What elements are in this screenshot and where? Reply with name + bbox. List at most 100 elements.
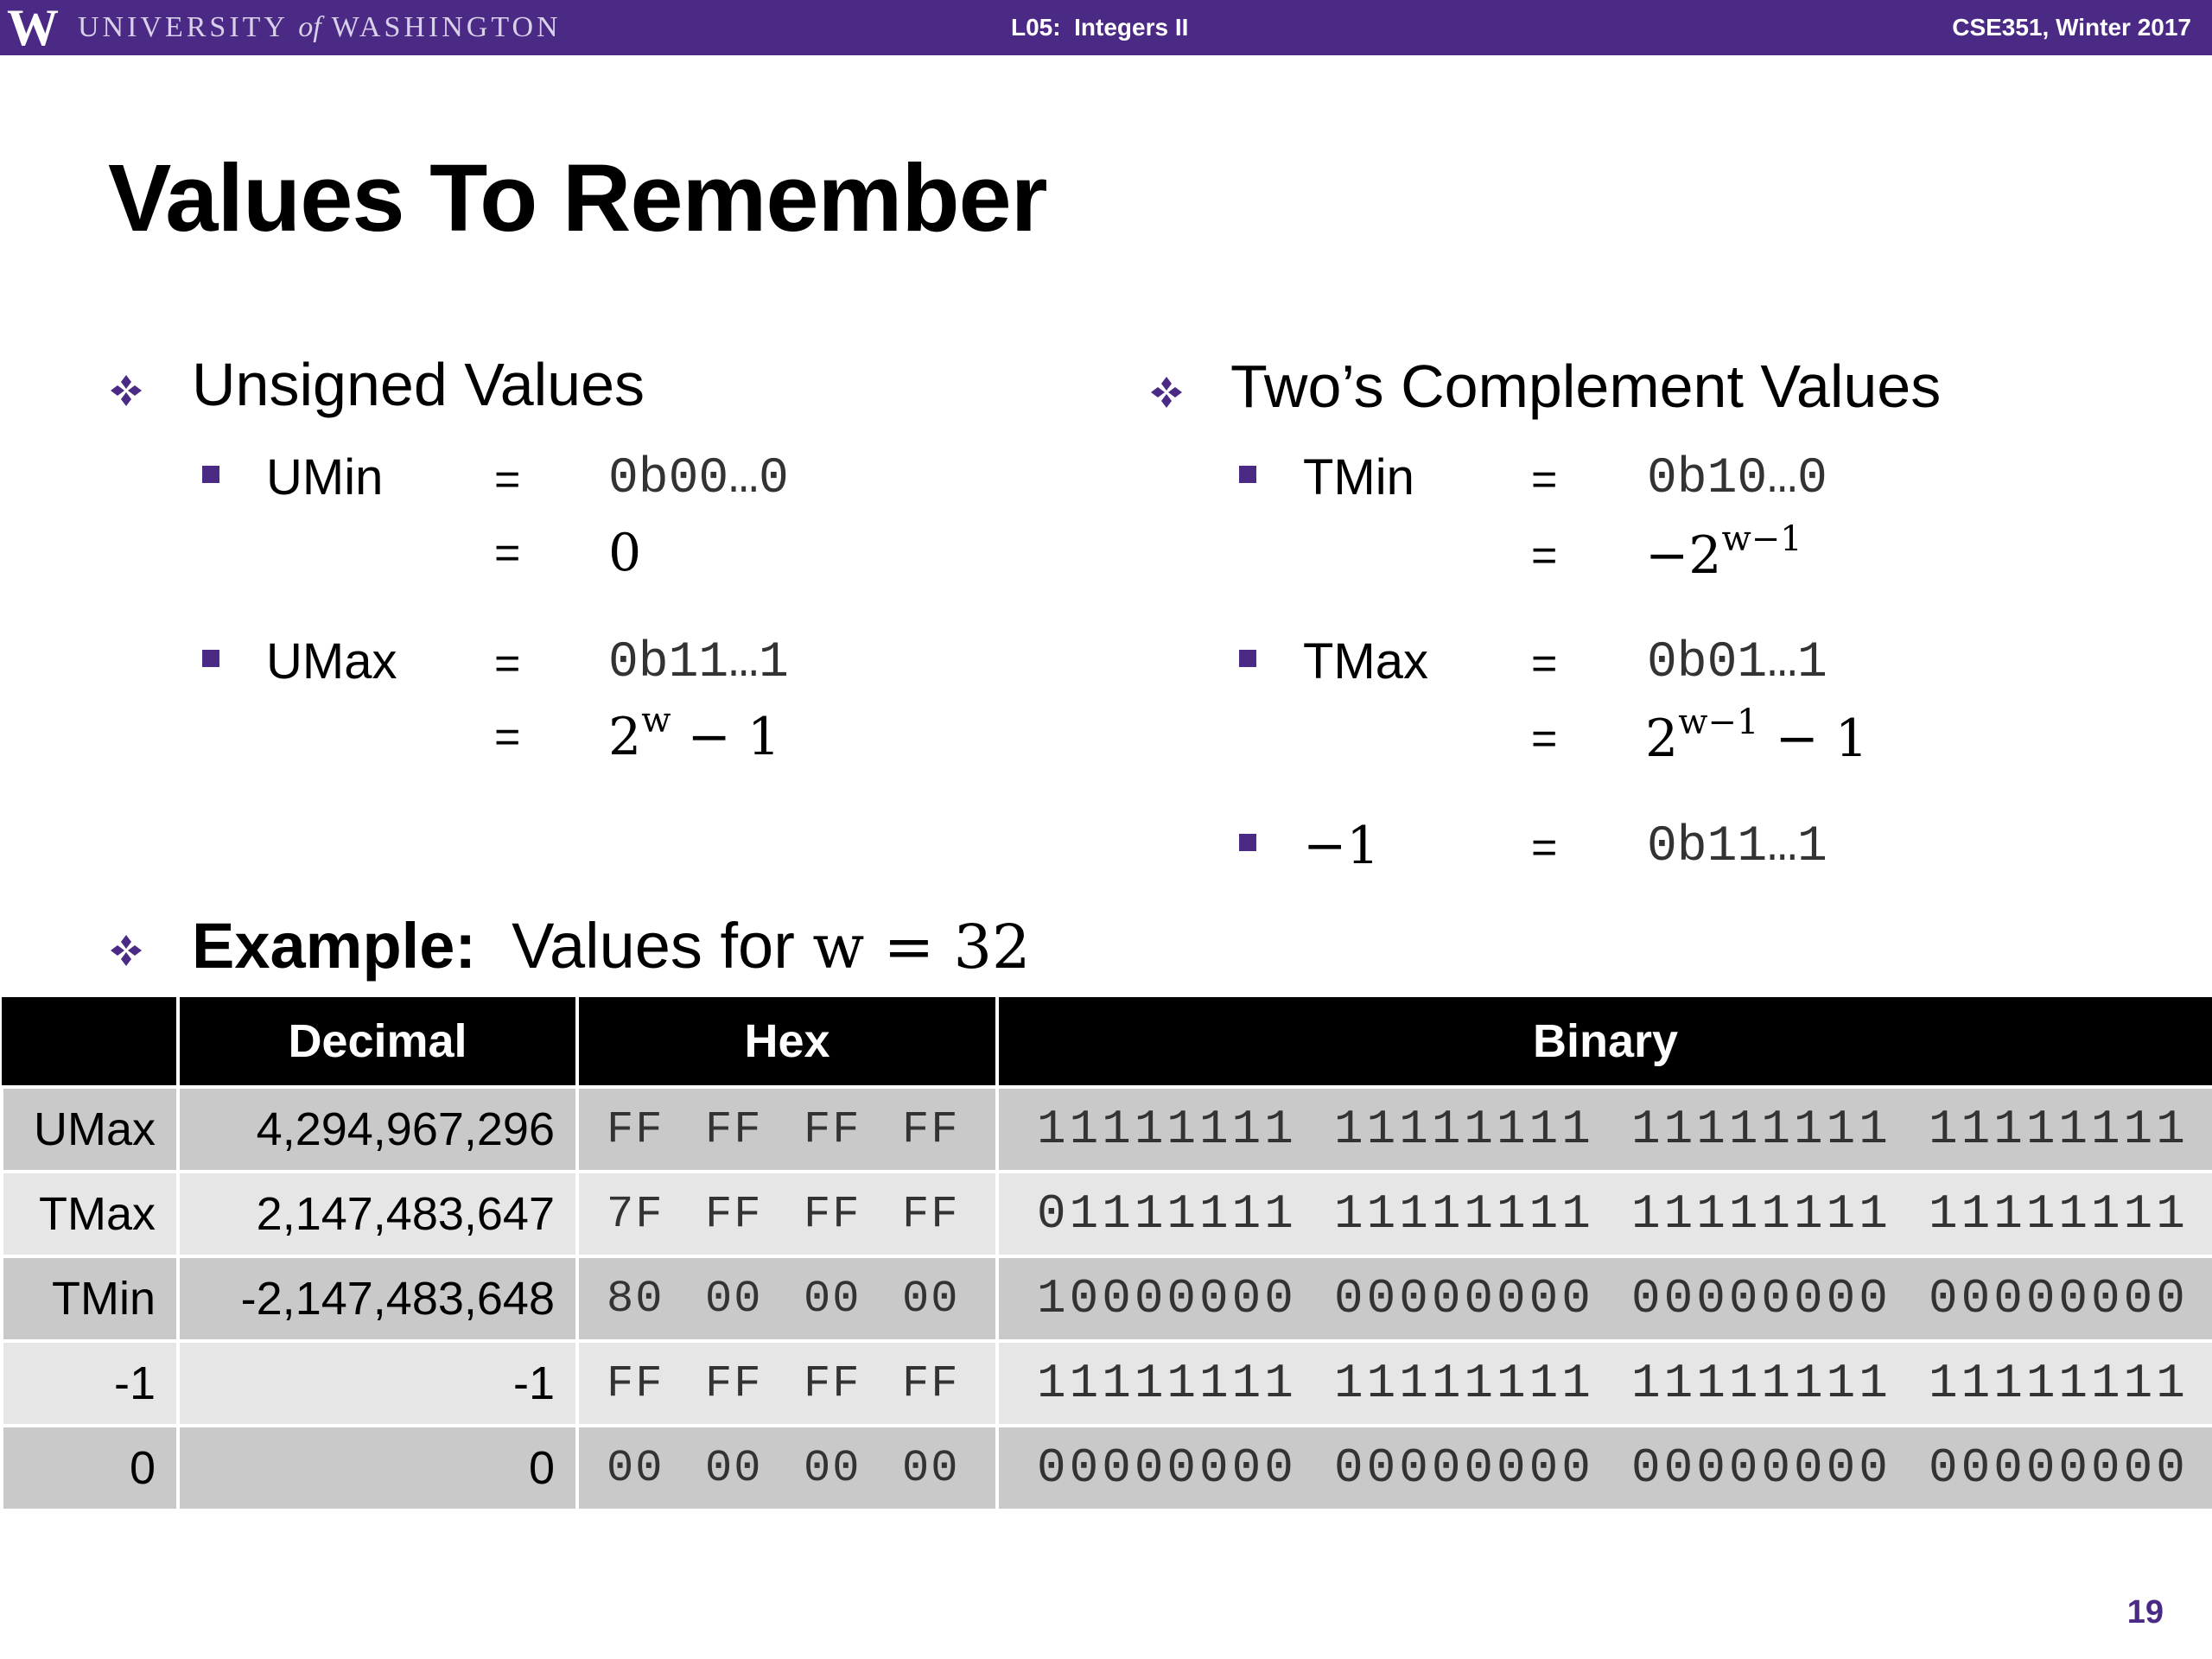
table-row: 0 0 00 00 00 00 00000000 00000000 00000000 000…: [0, 1424, 2212, 1512]
table-header-row: Decimal Hex Binary: [2, 994, 2212, 1089]
table-header-cell: Binary: [995, 994, 2212, 1089]
binary-byte: 11111111: [1631, 1356, 1891, 1411]
binary-cell: 01111111 11111111 11111111 11111111: [995, 1170, 2212, 1258]
example-label: Example:: [192, 910, 477, 982]
table-row: TMin -2,147,483,648 80 00 00 00 10000000 000…: [0, 1255, 2212, 1343]
square-bullet-icon: [202, 466, 219, 483]
example-text: Values for: [476, 910, 813, 982]
university-name-of: of: [298, 11, 321, 43]
tmax-binary: 0b01…1: [1647, 635, 1827, 691]
hex-cell: 80 00 00 00: [575, 1255, 999, 1343]
diamond-bullet-icon: [1151, 377, 1182, 408]
square-bullet-icon: [1239, 650, 1256, 667]
equals-sign: =: [1531, 454, 1558, 505]
binary-byte: 11111111: [1037, 1102, 1297, 1157]
tmin-value-base: −2: [1645, 525, 1722, 586]
binary-byte: 11111111: [1334, 1356, 1594, 1411]
hex-byte: 80: [607, 1273, 664, 1325]
example-line: Example: Values for w = 32: [192, 903, 1031, 990]
decimal-cell: 0: [176, 1424, 579, 1512]
binary-byte: 00000000: [1631, 1440, 1891, 1496]
page-number: 19: [2126, 1594, 2164, 1630]
example-math: w = 32: [812, 912, 1031, 982]
hex-byte: FF: [705, 1103, 763, 1155]
hex-byte: 00: [705, 1442, 763, 1494]
binary-byte: 11111111: [1631, 1102, 1891, 1157]
hex-byte: FF: [902, 1357, 960, 1409]
binary-byte: 01111111: [1037, 1186, 1297, 1242]
equals-sign: =: [1531, 531, 1558, 581]
binary-byte: 11111111: [1929, 1356, 2189, 1411]
umin-label: UMin: [266, 449, 384, 505]
tmin-value: −2w−1: [1645, 522, 1802, 586]
hex-cell: FF FF FF FF: [575, 1339, 999, 1427]
umin-value: 0: [608, 523, 641, 583]
tmax-value-base: 2: [1645, 709, 1679, 769]
hex-cell: 7F FF FF FF: [575, 1170, 999, 1258]
hex-byte: 00: [607, 1442, 664, 1494]
umax-label: UMax: [266, 633, 397, 690]
row-label: -1: [0, 1339, 180, 1427]
hex-byte: 00: [804, 1442, 861, 1494]
hex-byte: 00: [705, 1273, 763, 1325]
tmax-value-exponent: w−1: [1678, 702, 1759, 742]
hex-byte: FF: [902, 1188, 960, 1240]
decimal-cell: -2,147,483,648: [176, 1255, 579, 1343]
table-row: UMax 4,294,967,296 FF FF FF FF 11111111 1111…: [0, 1085, 2212, 1173]
binary-byte: 10000000: [1037, 1271, 1297, 1326]
hex-byte: FF: [607, 1357, 664, 1409]
equals-sign: =: [494, 639, 521, 689]
umax-value-exponent: w: [641, 701, 671, 741]
umin-binary: 0b00…0: [608, 451, 789, 507]
twos-complement-heading: Two’s Complement Values: [1230, 353, 1942, 420]
hex-byte: FF: [804, 1188, 861, 1240]
binary-byte: 00000000: [1334, 1271, 1594, 1326]
hex-byte: FF: [902, 1103, 960, 1155]
decimal-cell: 4,294,967,296: [176, 1085, 579, 1173]
header-bar: W UNIVERSITY of WASHINGTON L05: Integers…: [0, 0, 2212, 55]
tmax-value-rest: − 1: [1758, 709, 1868, 769]
hex-byte: 00: [902, 1273, 960, 1325]
binary-byte: 11111111: [1631, 1186, 1891, 1242]
table-header-cell: Decimal: [176, 994, 579, 1089]
hex-byte: FF: [607, 1103, 664, 1155]
unsigned-heading: Unsigned Values: [192, 351, 645, 418]
binary-cell: 11111111 11111111 11111111 11111111: [995, 1085, 2212, 1173]
lecture-title: L05: Integers II: [1011, 14, 1189, 41]
decimal-cell: 2,147,483,647: [176, 1170, 579, 1258]
binary-byte: 11111111: [1037, 1356, 1297, 1411]
binary-byte: 00000000: [1037, 1440, 1297, 1496]
hex-byte: FF: [705, 1188, 763, 1240]
square-bullet-icon: [1239, 466, 1256, 483]
binary-byte: 00000000: [1334, 1440, 1594, 1496]
table-row: TMax 2,147,483,647 7F FF FF FF 01111111 1111…: [0, 1170, 2212, 1258]
equals-sign: =: [1531, 823, 1558, 873]
binary-byte: 11111111: [1929, 1186, 2189, 1242]
row-label: TMax: [0, 1170, 180, 1258]
row-label: UMax: [0, 1085, 180, 1173]
diamond-bullet-icon: [111, 935, 142, 966]
binary-cell: 10000000 00000000 00000000 00000000: [995, 1255, 2212, 1343]
neg-one-label: −1: [1303, 816, 1380, 876]
hex-byte: FF: [804, 1103, 861, 1155]
binary-cell: 11111111 11111111 11111111 11111111: [995, 1339, 2212, 1427]
university-name: UNIVERSITY of WASHINGTON: [78, 0, 562, 55]
umax-value-base: 2: [608, 707, 642, 767]
hex-byte: FF: [705, 1357, 763, 1409]
slide-title: Values To Remember: [108, 145, 1048, 251]
row-label: TMin: [0, 1255, 180, 1343]
umax-value-rest: − 1: [671, 707, 781, 767]
equals-sign: =: [1531, 639, 1558, 689]
umax-binary: 0b11…1: [608, 635, 789, 691]
binary-cell: 00000000 00000000 00000000 00000000: [995, 1424, 2212, 1512]
equals-sign: =: [494, 712, 521, 762]
equals-sign: =: [1531, 714, 1558, 764]
square-bullet-icon: [202, 650, 219, 667]
binary-byte: 00000000: [1631, 1271, 1891, 1326]
square-bullet-icon: [1239, 834, 1256, 851]
diamond-bullet-icon: [111, 375, 142, 406]
tmax-value: 2w−1 − 1: [1645, 705, 1868, 769]
table-header-cell: Hex: [575, 994, 999, 1089]
tmin-value-exponent: w−1: [1721, 519, 1802, 559]
